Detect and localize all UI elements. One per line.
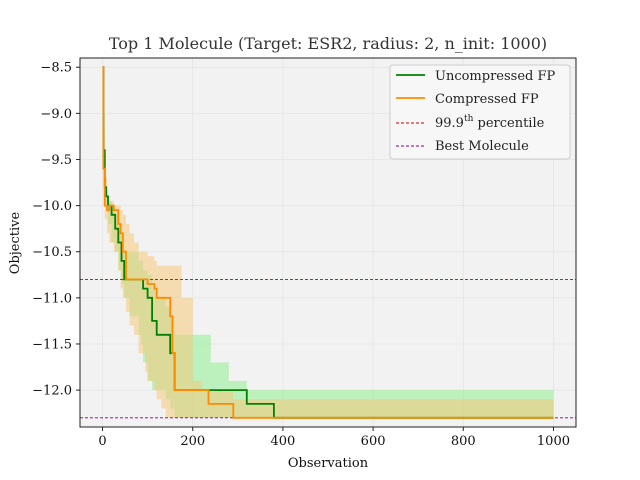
- y-tick-label-9: −9.0: [40, 107, 72, 122]
- x-tick-label-800: 800: [451, 434, 476, 449]
- y-axis-ticks: −8.5 −9.0 −9.5 −10.0 −10.5 −11.0 −11.5 −12.0: [32, 61, 80, 399]
- plot-frame: [79, 57, 577, 428]
- x-tick-label-1000: 1000: [537, 434, 570, 449]
- legend-label-compressed: Compressed FP: [435, 92, 539, 107]
- x-axis-ticks: 0 200 400 600 800 1000: [98, 427, 570, 449]
- series-line-compressed-fp: [102, 66, 554, 419]
- chart-title: Top 1 Molecule (Target: ESR2, radius: 2,…: [109, 34, 547, 53]
- legend-percentile-superscript: th: [464, 114, 474, 124]
- legend-label-best-molecule: Best Molecule: [435, 139, 529, 154]
- legend-label-uncompressed: Uncompressed FP: [435, 69, 556, 84]
- x-tick-label-0: 0: [98, 434, 106, 449]
- y-tick-label-9-5: −9.5: [40, 153, 72, 168]
- y-tick-label-11: −11.0: [32, 291, 72, 306]
- legend-percentile-number: 99.9: [435, 116, 464, 131]
- x-tick-label-200: 200: [180, 434, 205, 449]
- y-tick-label-12: −12.0: [32, 384, 72, 399]
- x-tick-label-400: 400: [270, 434, 295, 449]
- legend-box: [389, 64, 571, 160]
- y-tick-label-8-5: −8.5: [40, 61, 72, 76]
- y-tick-label-10-5: −10.5: [32, 245, 72, 260]
- legend-label-percentile: 99.9th percentile: [435, 114, 545, 131]
- legend-percentile-suffix: percentile: [473, 116, 544, 131]
- x-tick-label-600: 600: [361, 434, 386, 449]
- y-tick-label-11-5: −11.5: [32, 337, 72, 352]
- x-axis-label: Observation: [288, 456, 369, 471]
- series-lines: [102, 66, 554, 419]
- legend: Uncompressed FP Compressed FP 99.9th per…: [389, 64, 571, 160]
- y-axis-label: Objective: [8, 211, 23, 274]
- y-tick-label-10: −10.0: [32, 199, 72, 214]
